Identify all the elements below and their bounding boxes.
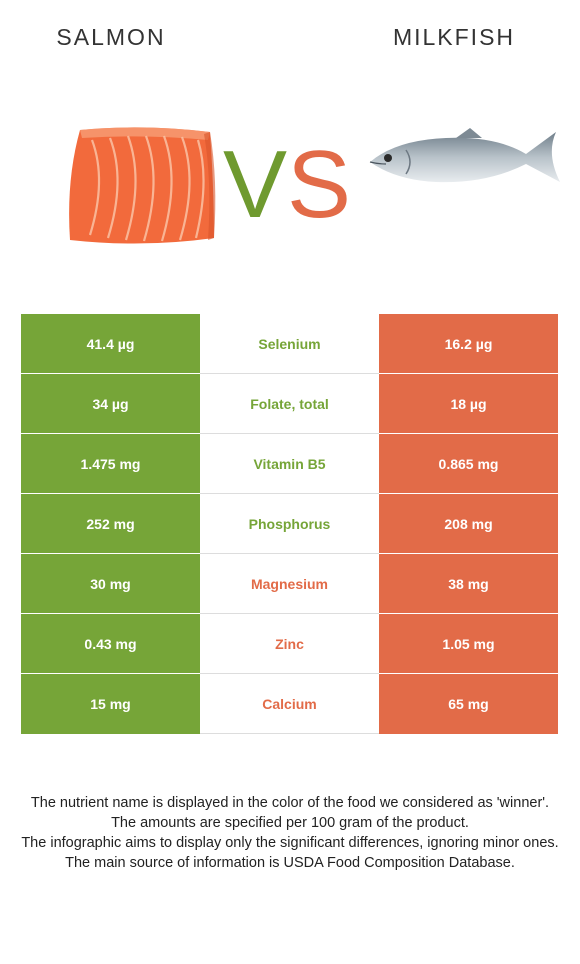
milkfish-value-cell: 208 mg (379, 494, 558, 554)
nutrient-name-cell: Folate, total (200, 374, 379, 434)
nutrient-name-cell: Phosphorus (200, 494, 379, 554)
footnote-line: The infographic aims to display only the… (21, 835, 559, 851)
table-row: 30 mg Magnesium 38 mg (21, 554, 558, 614)
footnote: The nutrient name is displayed in the co… (20, 793, 560, 873)
milkfish-value-cell: 16.2 µg (379, 314, 558, 374)
nutrient-name-cell: Zinc (200, 614, 379, 674)
nutrient-name-cell: Selenium (200, 314, 379, 374)
salmon-value-cell: 41.4 µg (21, 314, 200, 374)
table-row: 1.475 mg Vitamin B5 0.865 mg (21, 434, 558, 494)
salmon-fillet-icon (69, 127, 216, 244)
milkfish-value-cell: 18 µg (379, 374, 558, 434)
nutrient-comparison-table: 41.4 µg Selenium 16.2 µg 34 µg Folate, total… (21, 314, 558, 734)
milkfish-value-cell: 38 mg (379, 554, 558, 614)
table-row: 252 mg Phosphorus 208 mg (21, 494, 558, 554)
versus-label: VS (222, 135, 352, 235)
table-row: 41.4 µg Selenium 16.2 µg (21, 314, 558, 374)
table-row: 34 µg Folate, total 18 µg (21, 374, 558, 434)
milkfish-value-cell: 1.05 mg (379, 614, 558, 674)
footnote-line: The nutrient name is displayed in the co… (30, 795, 550, 811)
footnote-line: The amounts are specified per 100 gram o… (111, 815, 469, 831)
nutrient-name-cell: Magnesium (200, 554, 379, 614)
nutrient-name-cell: Calcium (200, 674, 379, 734)
salmon-value-cell: 0.43 mg (21, 614, 200, 674)
footnote-line: The main source of information is USDA F… (65, 855, 515, 871)
table-row: 15 mg Calcium 65 mg (21, 674, 558, 734)
salmon-value-cell: 30 mg (21, 554, 200, 614)
salmon-value-cell: 15 mg (21, 674, 200, 734)
vs-s: S (287, 131, 352, 238)
salmon-value-cell: 34 µg (21, 374, 200, 434)
table-row: 0.43 mg Zinc 1.05 mg (21, 614, 558, 674)
right-food-title: MILKFISH (392, 24, 516, 50)
milkfish-value-cell: 65 mg (379, 674, 558, 734)
milkfish-value-cell: 0.865 mg (379, 434, 558, 494)
salmon-value-cell: 1.475 mg (21, 434, 200, 494)
vs-v: V (222, 131, 287, 238)
milkfish-icon (369, 128, 560, 183)
salmon-value-cell: 252 mg (21, 494, 200, 554)
nutrient-name-cell: Vitamin B5 (200, 434, 379, 494)
left-food-title: SALMON (56, 24, 166, 50)
